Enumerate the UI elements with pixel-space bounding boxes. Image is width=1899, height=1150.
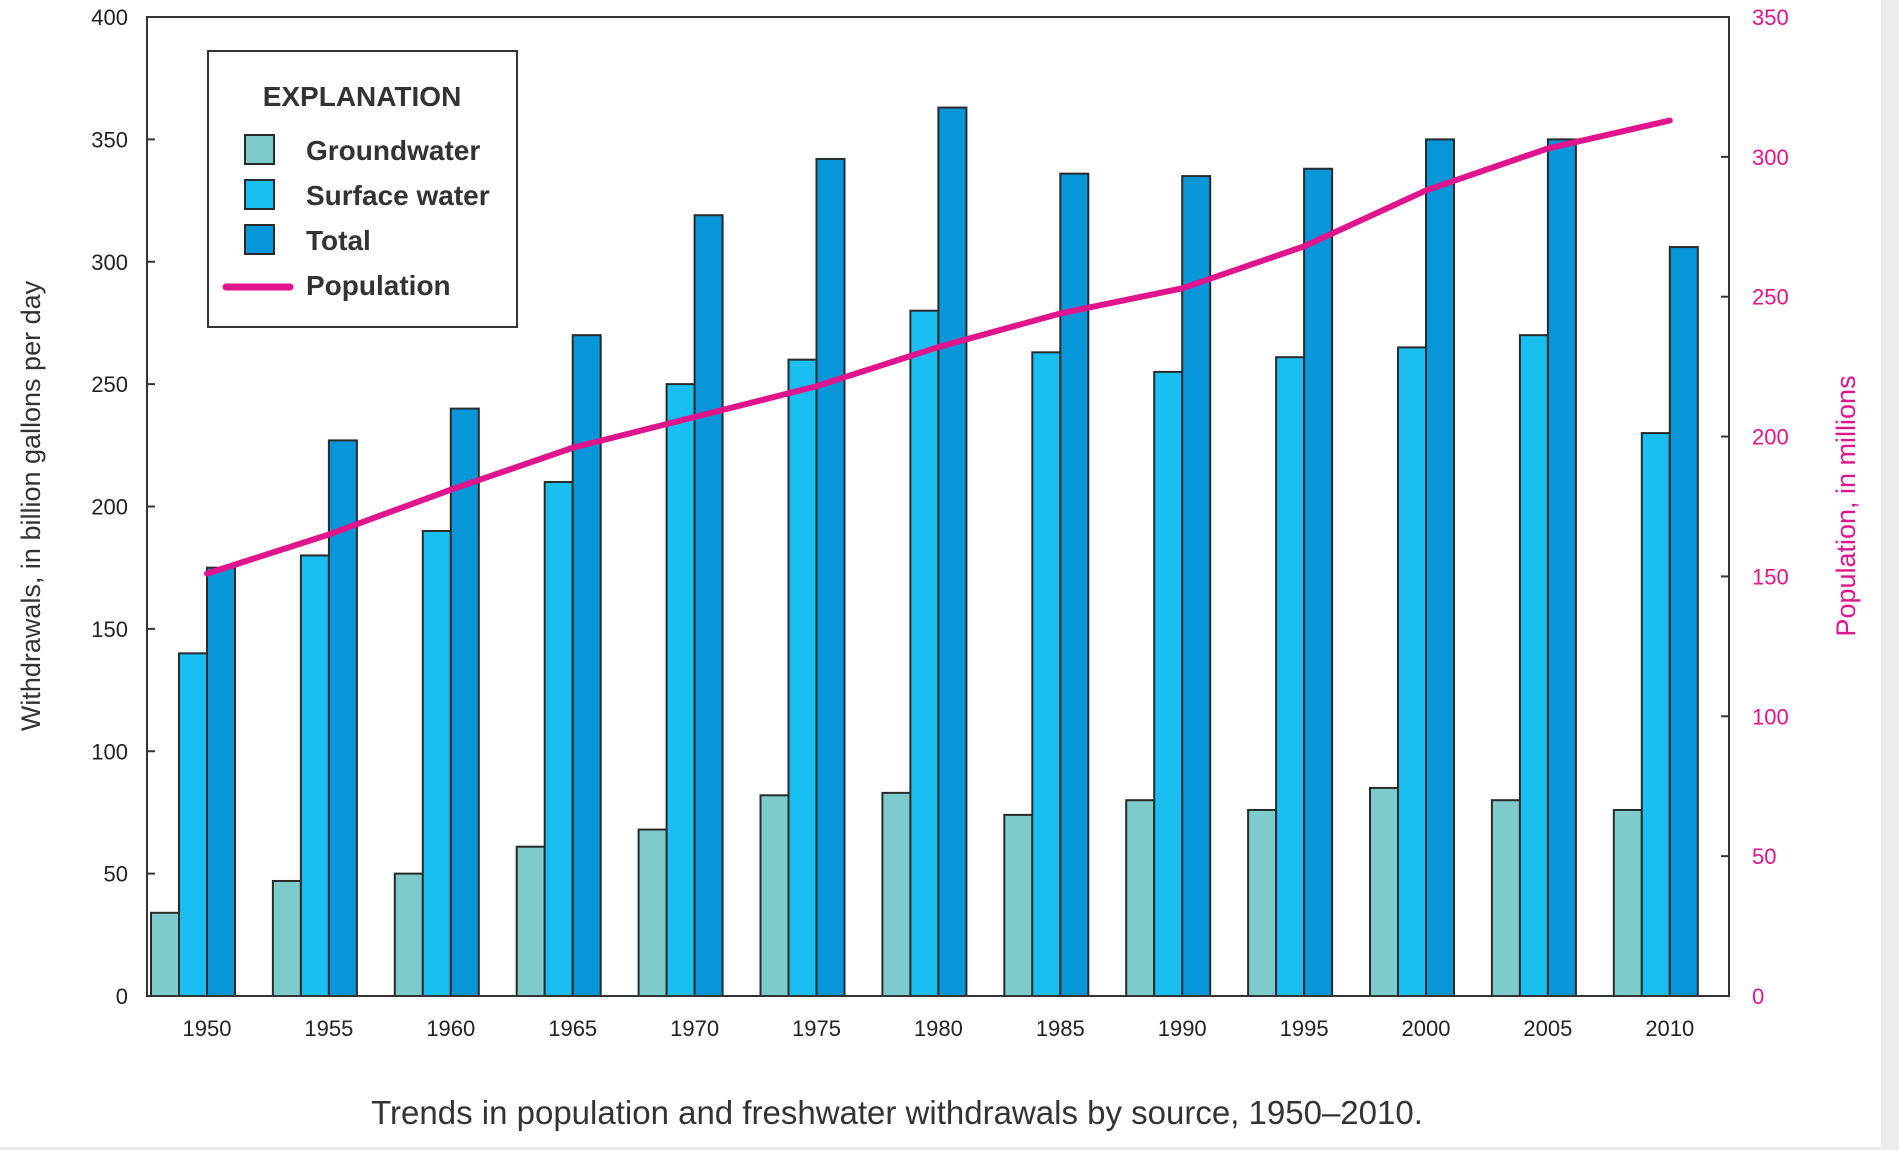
y2-tick-label: 50: [1752, 844, 1776, 869]
bar-surface-water-2010: [1640, 432, 1671, 997]
bar-total-1950: [206, 566, 236, 997]
legend: EXPLANATION Groundwater Surface water Tota…: [207, 50, 518, 328]
bar-surface-water-1965: [543, 481, 574, 997]
bar-surface-water-1970: [665, 383, 696, 997]
y-tick-label: 200: [91, 495, 128, 520]
bar-total-2005: [1546, 138, 1577, 997]
y-tick-label: 300: [91, 250, 128, 275]
bar-total-1995: [1303, 167, 1334, 997]
y-tick-label: 50: [104, 862, 128, 887]
bar-total-1965: [571, 334, 602, 997]
legend-swatch-total: [244, 224, 275, 255]
y-tick-label: 0: [116, 984, 128, 1009]
bar-surface-water-1955: [299, 554, 330, 997]
legend-swatch-groundwater: [244, 134, 275, 165]
y2-axis-label: Population, in millions: [1831, 375, 1861, 636]
bar-total-1975: [815, 157, 846, 997]
bar-groundwater-1970: [637, 828, 668, 997]
bar-groundwater-2005: [1490, 799, 1521, 998]
bar-surface-water-1980: [909, 309, 940, 997]
bar-surface-water-1950: [178, 652, 208, 997]
y2-tick-label: 250: [1752, 285, 1789, 310]
y2-tick-label: 100: [1752, 704, 1789, 729]
x-tick-label: 2010: [1645, 1016, 1694, 1041]
bar-total-2010: [1668, 246, 1699, 997]
x-tick-label: 1990: [1158, 1016, 1207, 1041]
y-tick-label: 250: [91, 372, 128, 397]
y-axis-label: Withdrawals, in billion gallons per day: [16, 280, 46, 731]
bar-total-1980: [937, 106, 968, 998]
bar-groundwater-2000: [1369, 786, 1399, 998]
x-tick-label: 1955: [304, 1016, 353, 1041]
x-tick-label: 1970: [670, 1016, 719, 1041]
x-tick-label: 1985: [1036, 1016, 1085, 1041]
bar-groundwater-1990: [1125, 799, 1156, 998]
x-tick-label: 1960: [426, 1016, 475, 1041]
bar-total-2000: [1425, 138, 1455, 997]
bar-total-1985: [1059, 172, 1090, 997]
page-edge: [1881, 0, 1899, 1150]
x-tick-label: 2005: [1523, 1016, 1572, 1041]
y2-tick-label: 350: [1752, 5, 1789, 30]
x-tick-label: 1995: [1280, 1016, 1329, 1041]
bar-total-1960: [449, 407, 480, 998]
bar-groundwater-1985: [1003, 813, 1034, 998]
y-tick-label: 350: [91, 127, 128, 152]
x-tick-label: 1965: [548, 1016, 597, 1041]
y-tick-label: 100: [91, 739, 128, 764]
bar-groundwater-1980: [881, 791, 912, 997]
bar-surface-water-2000: [1397, 346, 1427, 998]
legend-label: Population: [306, 270, 451, 301]
bar-total-1970: [693, 214, 724, 997]
bar-surface-water-1985: [1031, 351, 1062, 997]
bar-surface-water-1975: [787, 358, 818, 997]
page-edge-bottom: [0, 1147, 1899, 1150]
bar-groundwater-1975: [759, 794, 790, 997]
bar-groundwater-1965: [515, 845, 546, 998]
bar-groundwater-1960: [393, 872, 424, 997]
bar-groundwater-1955: [271, 879, 302, 998]
x-tick-label: 2000: [1402, 1016, 1451, 1041]
bar-surface-water-1995: [1275, 356, 1306, 997]
y-tick-label: 150: [91, 617, 128, 642]
x-tick-label: 1980: [914, 1016, 963, 1041]
x-tick-label: 1950: [183, 1016, 232, 1041]
bar-surface-water-2005: [1518, 334, 1549, 997]
legend-title: EXPLANATION: [263, 81, 462, 112]
legend-swatch-surface-water: [244, 179, 275, 210]
bar-groundwater-1995: [1247, 808, 1278, 997]
y2-tick-label: 0: [1752, 984, 1764, 1009]
bar-groundwater-2010: [1612, 808, 1643, 997]
chart-title: Trends in population and freshwater with…: [371, 1094, 1423, 1131]
bar-groundwater-1950: [150, 911, 180, 997]
bar-surface-water-1960: [421, 529, 452, 997]
legend-label: Groundwater: [306, 135, 480, 166]
legend-label: Total: [306, 225, 371, 256]
x-tick-label: 1975: [792, 1016, 841, 1041]
y2-tick-label: 300: [1752, 145, 1789, 170]
y2-tick-label: 200: [1752, 425, 1789, 450]
legend-label: Surface water: [306, 180, 490, 211]
y-tick-label: 400: [91, 5, 128, 30]
bar-total-1990: [1181, 175, 1212, 997]
bar-surface-water-1990: [1153, 370, 1184, 997]
y2-tick-label: 150: [1752, 564, 1789, 589]
